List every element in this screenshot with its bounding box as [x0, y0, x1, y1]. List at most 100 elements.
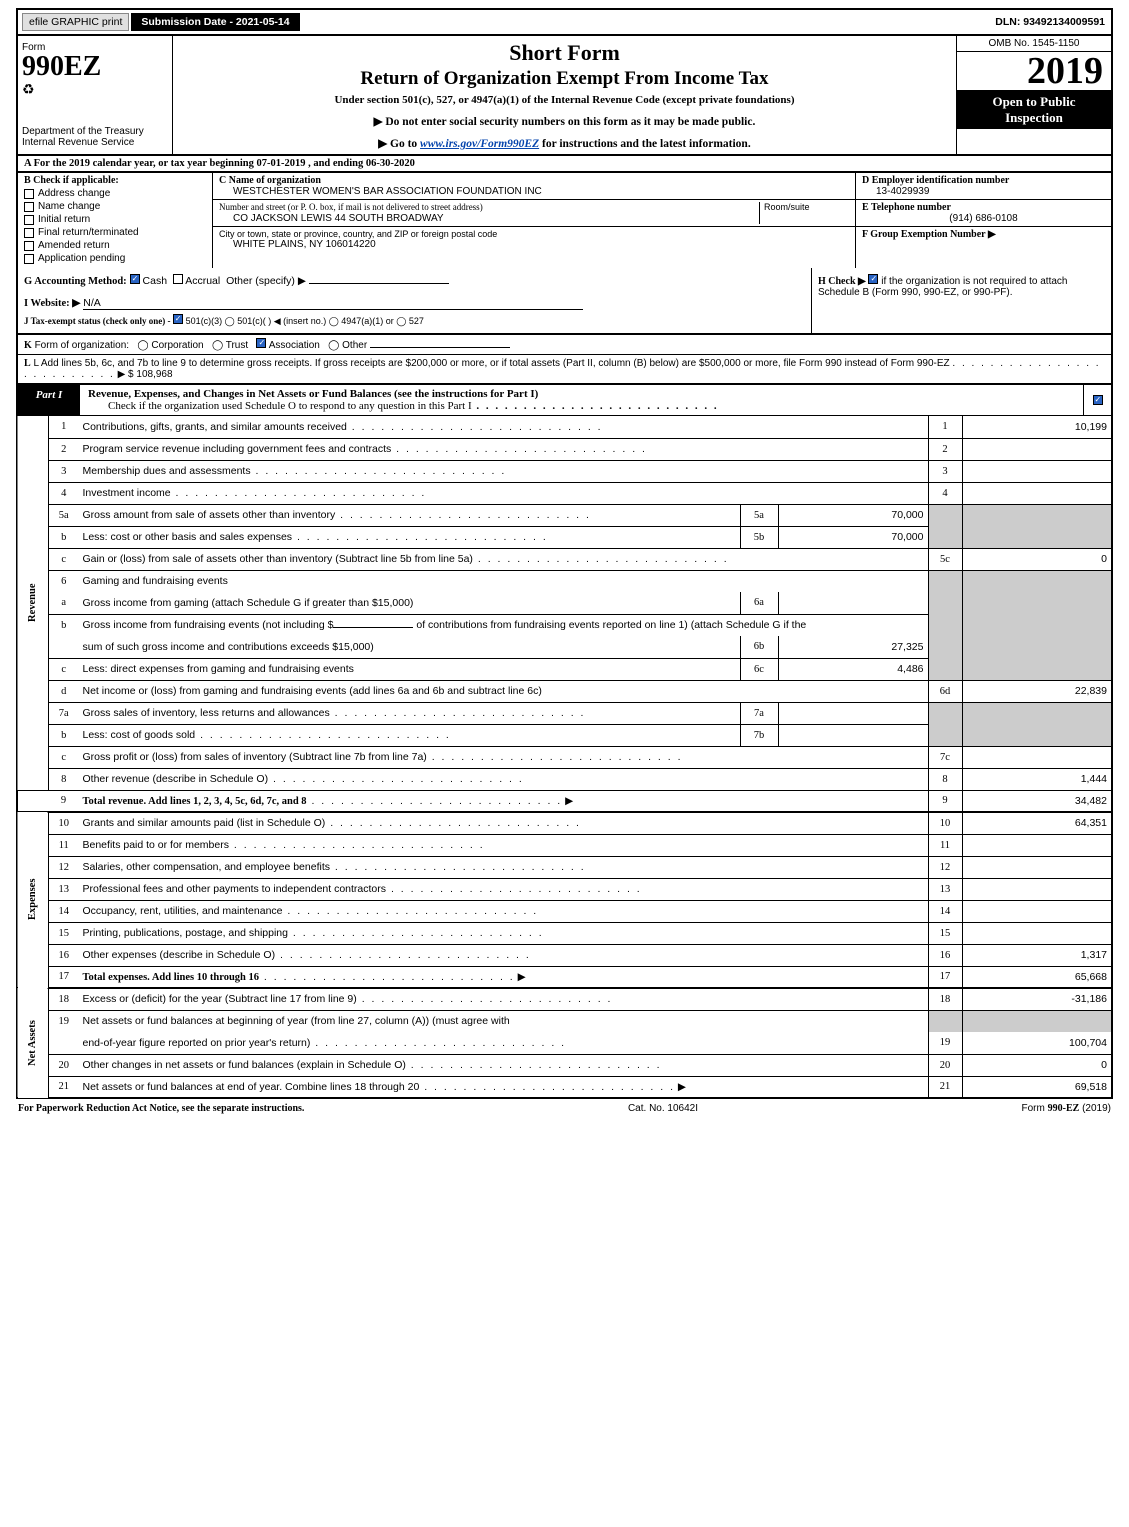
- ln19-desc1: Net assets or fund balances at beginning…: [83, 1015, 510, 1027]
- opt-accrual: Accrual: [185, 275, 220, 287]
- ln6b-blank[interactable]: [333, 627, 413, 628]
- ln6b-desc2: of contributions from fundraising events…: [413, 619, 806, 631]
- row-l: L L Add lines 5b, 6c, and 7b to line 9 t…: [16, 355, 1113, 385]
- ln6c-no: c: [49, 658, 79, 680]
- ln13-desc: Professional fees and other payments to …: [83, 883, 387, 895]
- opt-initial-return: Initial return: [38, 214, 90, 225]
- ln21-no: 21: [49, 1076, 79, 1098]
- ln9-rno: 9: [928, 790, 962, 812]
- e-phone-label: E Telephone number: [862, 202, 951, 213]
- other-specify-field[interactable]: [309, 283, 449, 284]
- ln6b-desc3: sum of such gross income and contributio…: [83, 641, 374, 653]
- ln6c-mno: 6c: [740, 658, 778, 680]
- org-city: WHITE PLAINS, NY 106014220: [219, 239, 849, 250]
- ln20-no: 20: [49, 1054, 79, 1076]
- j-tax-label: J Tax-exempt status (check only one) -: [24, 316, 173, 326]
- ln6b2-grey: [928, 636, 962, 658]
- goto-pre: ▶ Go to: [378, 138, 420, 150]
- row-a-tax-year: A For the 2019 calendar year, or tax yea…: [16, 156, 1113, 173]
- room-suite-label: Room/suite: [764, 202, 810, 212]
- ln16-no: 16: [49, 944, 79, 966]
- ln9-arrow: ▶: [565, 795, 573, 807]
- ln11-rno: 11: [928, 834, 962, 856]
- ln7a-desc: Gross sales of inventory, less returns a…: [83, 707, 330, 719]
- recycle-icon: ♻: [22, 81, 35, 97]
- ln17-no: 17: [49, 966, 79, 988]
- ln6b-mno: 6b: [740, 636, 778, 658]
- form-number: 990EZ: [22, 53, 168, 81]
- ln13-no: 13: [49, 878, 79, 900]
- ln2-no: 2: [49, 438, 79, 460]
- phone-value: (914) 686-0108: [862, 213, 1105, 224]
- ln6-no: 6: [49, 570, 79, 592]
- ein-value: 13-4029939: [862, 186, 929, 197]
- open-public: Open to Public: [959, 94, 1109, 110]
- treasury-text: Department of the Treasury: [22, 126, 168, 137]
- ln20-rno: 20: [928, 1054, 962, 1076]
- ln7c-rval: [962, 746, 1112, 768]
- ln11-no: 11: [49, 834, 79, 856]
- ln5c-no: c: [49, 548, 79, 570]
- chk-association[interactable]: [256, 338, 266, 348]
- ln1-no: 1: [49, 416, 79, 438]
- ln4-rval: [962, 482, 1112, 504]
- ln6a-grey2: [962, 592, 1112, 614]
- chk-cash[interactable]: [130, 274, 140, 284]
- j-options: 501(c)(3) ◯ 501(c)( ) ◀ (insert no.) ◯ 4…: [186, 316, 424, 326]
- ln6b-grey2: [962, 614, 1112, 636]
- ln5b-grey2: [962, 526, 1112, 548]
- ln15-rno: 15: [928, 922, 962, 944]
- ln3-rval: [962, 460, 1112, 482]
- ln5c-rno: 5c: [928, 548, 962, 570]
- ln21-desc: Net assets or fund balances at end of ye…: [83, 1081, 420, 1093]
- subtitle: Under section 501(c), 527, or 4947(a)(1)…: [183, 94, 946, 106]
- opt-final-return: Final return/terminated: [38, 227, 139, 238]
- ln8-rno: 8: [928, 768, 962, 790]
- ln17-desc: Total expenses. Add lines 10 through 16: [83, 972, 260, 983]
- ln14-no: 14: [49, 900, 79, 922]
- ln7b-no: b: [49, 724, 79, 746]
- k-other-field[interactable]: [370, 347, 510, 348]
- c-city-label: City or town, state or province, country…: [219, 229, 849, 239]
- ln12-desc: Salaries, other compensation, and employ…: [83, 861, 330, 873]
- tax-year: 2019: [957, 52, 1111, 90]
- chk-accrual[interactable]: [173, 274, 183, 284]
- ln17-rval: 65,668: [962, 966, 1112, 988]
- efile-print-button[interactable]: efile GRAPHIC print: [22, 13, 129, 31]
- ln19-rval: 100,704: [962, 1032, 1112, 1054]
- chk-schedule-b[interactable]: [868, 274, 878, 284]
- ln7a-mval: [778, 702, 928, 724]
- ln5b-desc: Less: cost or other basis and sales expe…: [83, 531, 293, 543]
- ln7a-mno: 7a: [740, 702, 778, 724]
- chk-initial-return[interactable]: [24, 215, 34, 225]
- ln7c-no: c: [49, 746, 79, 768]
- chk-application-pending[interactable]: [24, 254, 34, 264]
- ln15-desc: Printing, publications, postage, and shi…: [83, 927, 288, 939]
- chk-schedule-o[interactable]: [1093, 395, 1103, 405]
- rev-spacer: [17, 790, 49, 812]
- ln16-desc: Other expenses (describe in Schedule O): [83, 949, 276, 961]
- submission-date-button[interactable]: Submission Date - 2021-05-14: [131, 13, 299, 31]
- ln6a-mval: [778, 592, 928, 614]
- chk-amended-return[interactable]: [24, 241, 34, 251]
- inspection: Inspection: [959, 110, 1109, 126]
- opt-name-change: Name change: [38, 201, 100, 212]
- chk-final-return[interactable]: [24, 228, 34, 238]
- ln6b-mval: 27,325: [778, 636, 928, 658]
- chk-address-change[interactable]: [24, 189, 34, 199]
- ln4-desc: Investment income: [83, 487, 171, 499]
- ln5a-mval: 70,000: [778, 504, 928, 526]
- ln6c-grey2: [962, 658, 1112, 680]
- ln21-arrow: ▶: [678, 1081, 686, 1093]
- ln6a-no: a: [49, 592, 79, 614]
- ln12-rno: 12: [928, 856, 962, 878]
- sidelabel-expenses: Expenses: [17, 812, 49, 988]
- ln8-rval: 1,444: [962, 768, 1112, 790]
- c-name-label: C Name of organization: [219, 175, 849, 186]
- irs-link[interactable]: www.irs.gov/Form990EZ: [420, 138, 539, 150]
- ln6b-desc1: Gross income from fundraising events (no…: [83, 619, 334, 631]
- ln6a-mno: 6a: [740, 592, 778, 614]
- ln5a-grey: [928, 504, 962, 526]
- chk-501c3[interactable]: [173, 314, 183, 324]
- chk-name-change[interactable]: [24, 202, 34, 212]
